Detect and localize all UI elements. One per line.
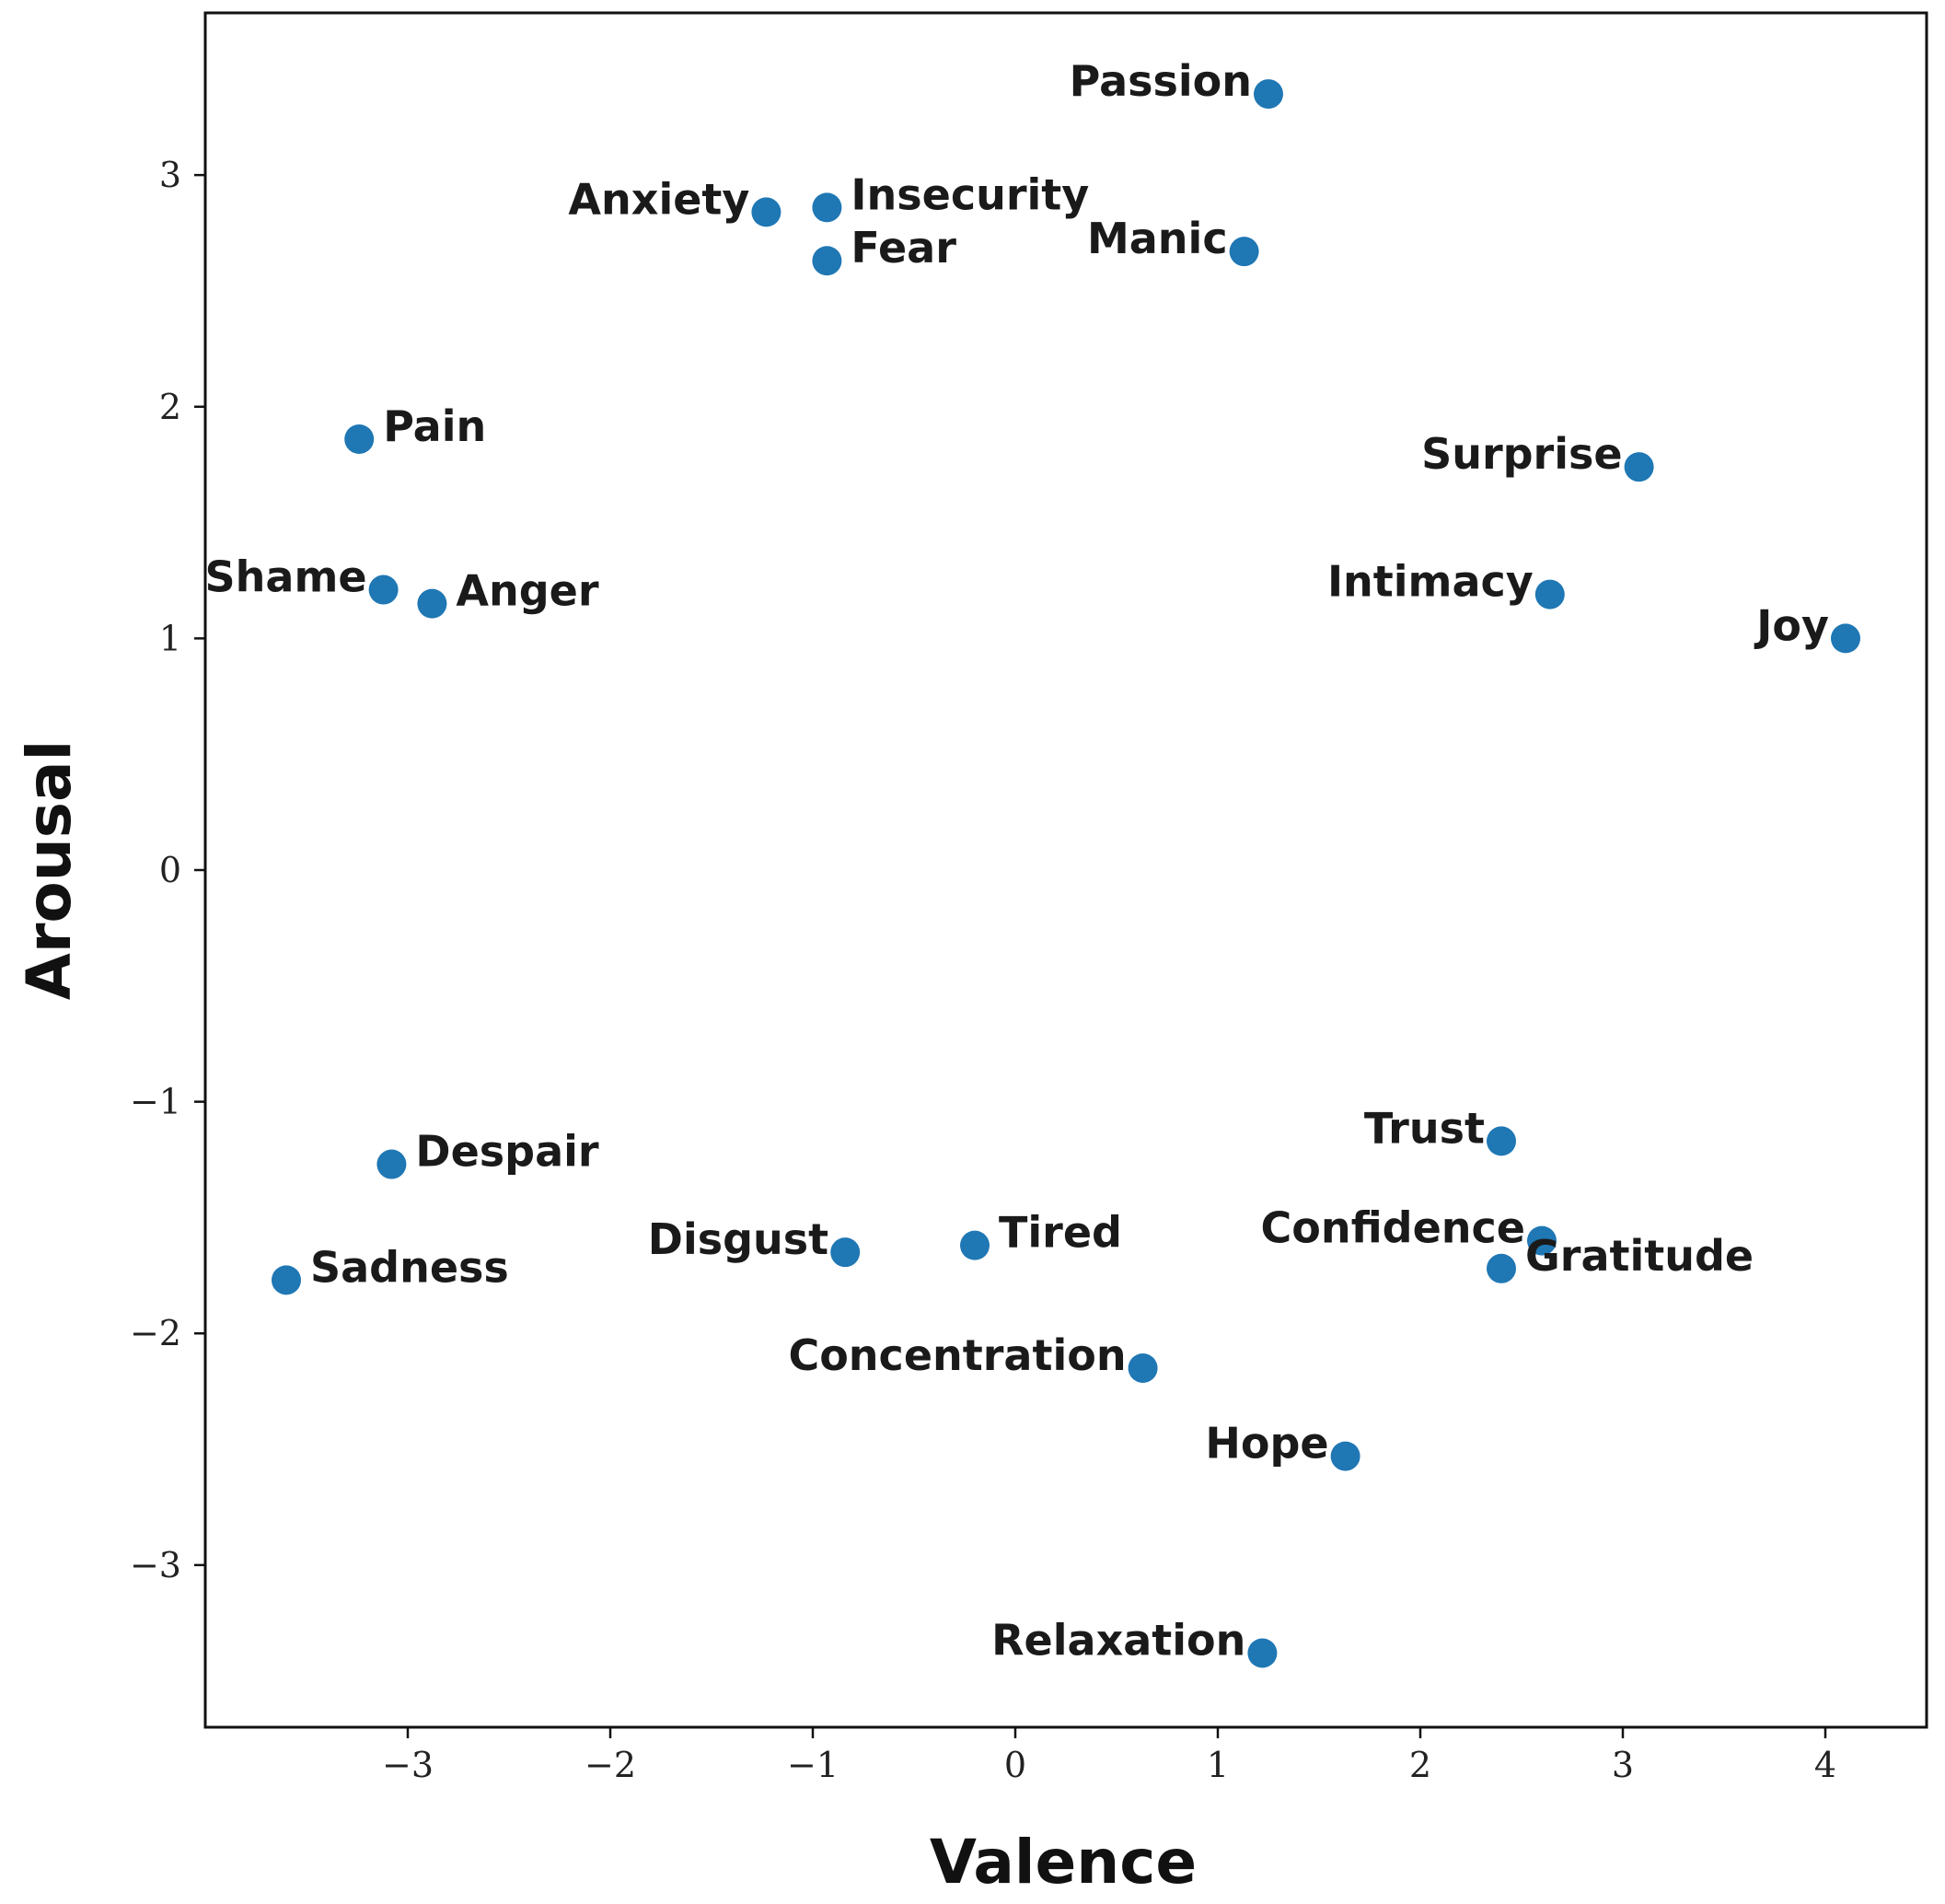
x-axis-label: Valence [930, 1827, 1197, 1898]
point-label: Passion [1070, 56, 1252, 106]
data-point [1128, 1353, 1158, 1383]
point-label: Anxiety [568, 174, 749, 224]
point-label: Hope [1205, 1419, 1328, 1469]
x-tick-label: 1 [1207, 1745, 1229, 1785]
data-point [1831, 623, 1860, 654]
plot-frame [203, 11, 1928, 1729]
point-label: Joy [1754, 600, 1829, 650]
data-point [812, 246, 842, 276]
point-label: Trust [1364, 1103, 1485, 1153]
point-label: Gratitude [1525, 1231, 1754, 1281]
x-tick-label: 4 [1814, 1745, 1836, 1785]
y-tick-label: −2 [130, 1313, 181, 1353]
y-tick-label: −1 [130, 1082, 181, 1122]
point-label: Manic [1087, 214, 1228, 263]
point-label: Surprise [1421, 429, 1623, 479]
point-label: Relaxation [991, 1615, 1245, 1665]
data-point [1229, 237, 1259, 267]
x-tick-label: 2 [1409, 1745, 1431, 1785]
point-label: Anger [456, 566, 598, 616]
data-point [272, 1265, 301, 1295]
axis-ticks: −3 −2 −1 0 1 2 3 4 −3 −2 −1 0 1 2 3 [130, 155, 1836, 1785]
point-label: Insecurity [851, 169, 1089, 219]
data-point [1487, 1126, 1516, 1156]
y-tick-label: 3 [159, 155, 181, 195]
data-point [1527, 1225, 1557, 1256]
data-point [812, 192, 842, 223]
point-label: Shame [205, 552, 367, 602]
point-label: Intimacy [1327, 557, 1534, 607]
x-tick-label: 0 [1004, 1745, 1026, 1785]
data-point [960, 1230, 990, 1260]
point-label: Sadness [310, 1242, 509, 1292]
data-point [1247, 1638, 1278, 1668]
point-label: Concentration [788, 1330, 1126, 1380]
y-tick-label: 1 [159, 618, 181, 658]
point-label: Fear [851, 223, 956, 273]
point-label: Despair [415, 1127, 598, 1177]
y-tick-label: 2 [159, 387, 181, 427]
point-label: Tired [999, 1208, 1122, 1258]
x-tick-label: −3 [382, 1745, 434, 1785]
y-axis-label: Arousal [14, 740, 85, 1000]
x-tick-label: 3 [1612, 1745, 1634, 1785]
data-point [1254, 79, 1283, 110]
data-point [417, 588, 447, 619]
data-point [751, 197, 781, 227]
data-point [1330, 1441, 1360, 1471]
x-tick-label: −1 [787, 1745, 839, 1785]
data-point [830, 1237, 861, 1268]
y-tick-label: 0 [159, 850, 181, 890]
data-point [1487, 1253, 1516, 1283]
point-label: Pain [383, 401, 486, 451]
data-point [368, 575, 399, 605]
point-label: Disgust [648, 1214, 828, 1264]
data-point [1624, 452, 1654, 482]
point-label: Confidence [1260, 1203, 1525, 1253]
data-point [1534, 579, 1565, 610]
data-point [344, 424, 375, 454]
x-tick-label: −2 [585, 1745, 636, 1785]
y-tick-label: −3 [130, 1545, 181, 1585]
data-point [376, 1149, 407, 1179]
